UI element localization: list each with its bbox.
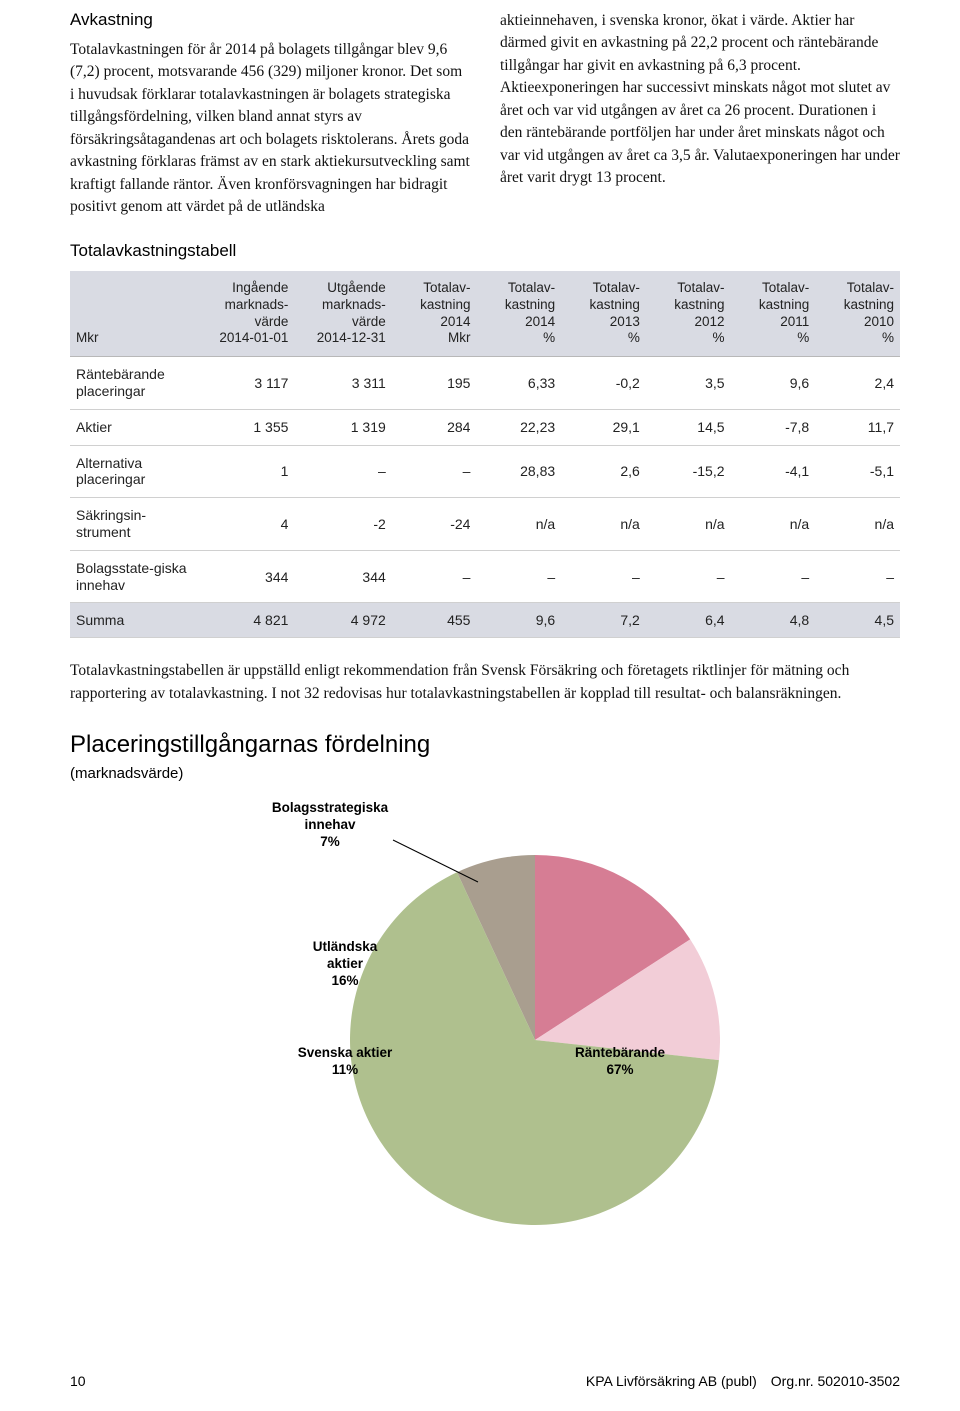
table-cell: 4,5 bbox=[815, 603, 900, 638]
table-cell: n/a bbox=[646, 498, 731, 551]
table-row: Alternativa placeringar1––28,832,6-15,2-… bbox=[70, 445, 900, 498]
avkastning-title: Avkastning bbox=[70, 10, 470, 30]
table-cell: 3 117 bbox=[197, 357, 294, 410]
table-cell: – bbox=[646, 550, 731, 603]
table-cell: 4,8 bbox=[731, 603, 816, 638]
pie-chart bbox=[350, 855, 720, 1225]
table-cell: -7,8 bbox=[731, 409, 816, 445]
table-header: Ingåendemarknads-värde2014-01-01 bbox=[197, 271, 294, 357]
table-cell: -15,2 bbox=[646, 445, 731, 498]
table-cell: Bolagsstate-giska innehav bbox=[70, 550, 197, 603]
table-cell: 7,2 bbox=[561, 603, 646, 638]
table-cell: 2,4 bbox=[815, 357, 900, 410]
table-header: Totalav-kastning2013% bbox=[561, 271, 646, 357]
table-cell: 6,33 bbox=[476, 357, 561, 410]
table-cell: – bbox=[476, 550, 561, 603]
table-cell: 1 bbox=[197, 445, 294, 498]
table-cell: 4 821 bbox=[197, 603, 294, 638]
table-cell: -2 bbox=[294, 498, 391, 551]
table-header: Totalav-kastning2010% bbox=[815, 271, 900, 357]
pie-label-utlandska: Utländska aktier16% bbox=[300, 939, 390, 990]
table-cell: Aktier bbox=[70, 409, 197, 445]
table-header: Totalav-kastning2014Mkr bbox=[392, 271, 477, 357]
page-number: 10 bbox=[70, 1373, 86, 1389]
table-cell: -4,1 bbox=[731, 445, 816, 498]
table-row-summa: Summa4 8214 9724559,67,26,44,84,5 bbox=[70, 603, 900, 638]
table-cell: 344 bbox=[294, 550, 391, 603]
table-cell: 9,6 bbox=[731, 357, 816, 410]
table-row: Bolagsstate-giska innehav344344–––––– bbox=[70, 550, 900, 603]
pie-label-rantebarande: Räntebärande67% bbox=[560, 1045, 680, 1079]
table-cell: 284 bbox=[392, 409, 477, 445]
table-cell: – bbox=[294, 445, 391, 498]
table-cell: 11,7 bbox=[815, 409, 900, 445]
table-cell: – bbox=[561, 550, 646, 603]
table-cell: 28,83 bbox=[476, 445, 561, 498]
table-cell: 344 bbox=[197, 550, 294, 603]
table-cell: – bbox=[815, 550, 900, 603]
table-cell: -0,2 bbox=[561, 357, 646, 410]
pie-chart-wrap: Bolagsstrategiska innehav7% Utländska ak… bbox=[70, 800, 900, 1240]
intro-right-col: aktieinnehaven, i svenska kronor, ökat i… bbox=[500, 10, 900, 219]
post-table-text: Totalavkastningstabellen är uppställd en… bbox=[70, 660, 900, 705]
table-row: Säkringsin-strument4-2-24n/an/an/an/an/a bbox=[70, 498, 900, 551]
table-cell: 3 311 bbox=[294, 357, 391, 410]
table-cell: 14,5 bbox=[646, 409, 731, 445]
table-cell: – bbox=[392, 550, 477, 603]
pie-label-bolag: Bolagsstrategiska innehav7% bbox=[265, 800, 395, 851]
table-cell: 1 355 bbox=[197, 409, 294, 445]
table-cell: Summa bbox=[70, 603, 197, 638]
intro-columns: Avkastning Totalavkastningen för år 2014… bbox=[70, 10, 900, 219]
table-cell: 195 bbox=[392, 357, 477, 410]
table-cell: 29,1 bbox=[561, 409, 646, 445]
avkastning-left-text: Totalavkastningen för år 2014 på bolaget… bbox=[70, 39, 470, 219]
table-cell: Räntebärande placeringar bbox=[70, 357, 197, 410]
table-header: Mkr bbox=[70, 271, 197, 357]
totalavkastning-table: MkrIngåendemarknads-värde2014-01-01Utgåe… bbox=[70, 271, 900, 639]
table-row: Aktier1 3551 31928422,2329,114,5-7,811,7 bbox=[70, 409, 900, 445]
table-cell: -24 bbox=[392, 498, 477, 551]
table-cell: – bbox=[392, 445, 477, 498]
intro-left-col: Avkastning Totalavkastningen för år 2014… bbox=[70, 10, 470, 219]
table-cell: n/a bbox=[476, 498, 561, 551]
table-caption: Totalavkastningstabell bbox=[70, 241, 900, 261]
table-cell: n/a bbox=[561, 498, 646, 551]
table-cell: -5,1 bbox=[815, 445, 900, 498]
avkastning-right-text: aktieinnehaven, i svenska kronor, ökat i… bbox=[500, 10, 900, 190]
table-cell: Alternativa placeringar bbox=[70, 445, 197, 498]
table-cell: Säkringsin-strument bbox=[70, 498, 197, 551]
table-cell: n/a bbox=[731, 498, 816, 551]
pie-title: Placeringstillgångarnas fördelning bbox=[70, 731, 900, 759]
table-header: Totalav-kastning2014% bbox=[476, 271, 561, 357]
table-cell: 455 bbox=[392, 603, 477, 638]
table-cell: 4 972 bbox=[294, 603, 391, 638]
table-cell: – bbox=[731, 550, 816, 603]
table-cell: 22,23 bbox=[476, 409, 561, 445]
pie-label-svenska: Svenska aktier11% bbox=[285, 1045, 405, 1079]
table-header: Totalav-kastning2012% bbox=[646, 271, 731, 357]
page-footer: 10 KPA Livförsäkring AB (publ) Org.nr. 5… bbox=[70, 1373, 900, 1389]
table-header: Totalav-kastning2011% bbox=[731, 271, 816, 357]
table-row: Räntebärande placeringar3 1173 3111956,3… bbox=[70, 357, 900, 410]
table-cell: n/a bbox=[815, 498, 900, 551]
footer-right: KPA Livförsäkring AB (publ) Org.nr. 5020… bbox=[586, 1373, 900, 1389]
table-cell: 9,6 bbox=[476, 603, 561, 638]
table-cell: 1 319 bbox=[294, 409, 391, 445]
pie-subtitle: (marknadsvärde) bbox=[70, 765, 900, 782]
table-cell: 6,4 bbox=[646, 603, 731, 638]
table-cell: 2,6 bbox=[561, 445, 646, 498]
table-cell: 3,5 bbox=[646, 357, 731, 410]
table-cell: 4 bbox=[197, 498, 294, 551]
table-header: Utgåendemarknads-värde2014-12-31 bbox=[294, 271, 391, 357]
